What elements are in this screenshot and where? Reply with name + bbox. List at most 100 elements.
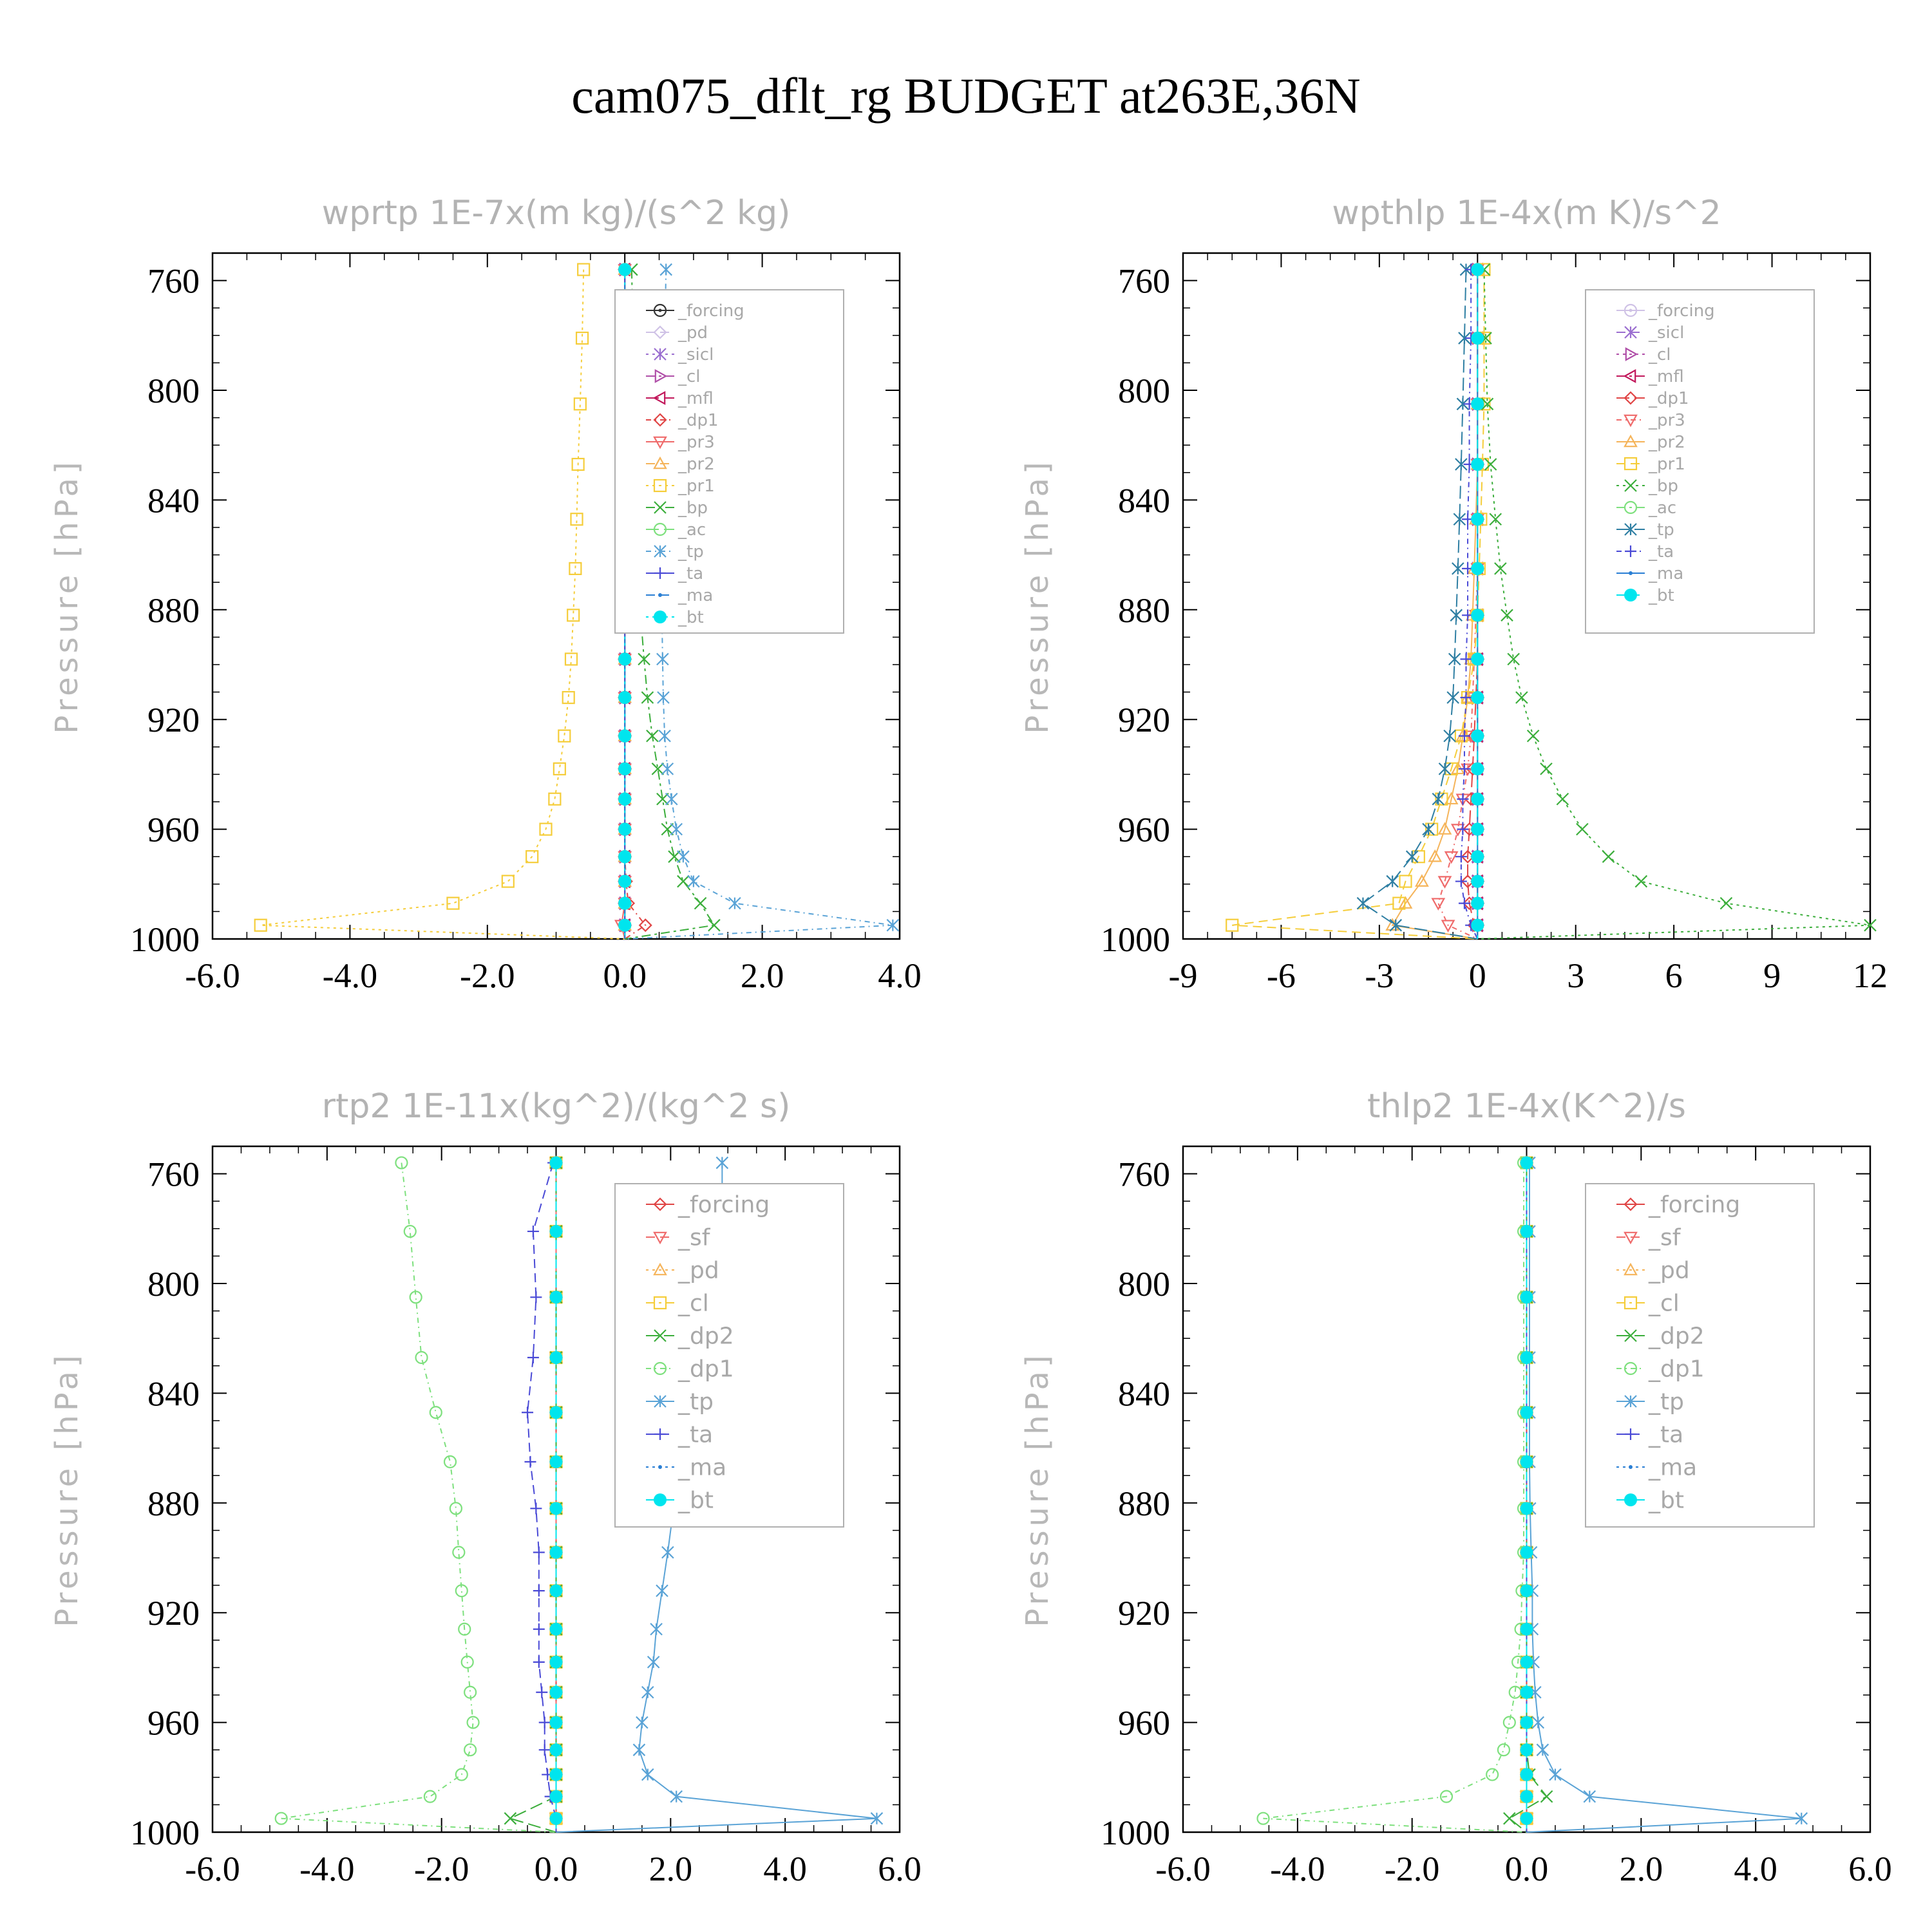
- data-point: [549, 1790, 563, 1803]
- chart-panel-3: rtp2 1E-11x(kg^2)/(kg^2 s) Pressure [hPa]…: [49, 1087, 922, 1888]
- data-point: [274, 1812, 288, 1825]
- x-tick-label: 2.0: [741, 956, 784, 995]
- data-point: [530, 1502, 542, 1515]
- legend-label: _sf: [677, 1225, 711, 1251]
- legend-marker: [1624, 523, 1637, 536]
- legend-marker: [654, 1329, 667, 1342]
- legend-label: _dp1: [1648, 389, 1689, 408]
- series-bt: [1520, 1156, 1533, 1832]
- data-point: [1507, 652, 1520, 666]
- chart-panel-4: thlp2 1E-4x(K^2)/s Pressure [hPa] -6.0 -4.0…: [1019, 1087, 1892, 1888]
- legend-marker: [653, 1296, 667, 1310]
- series-dp2: [1503, 1156, 1553, 1833]
- data-point: [661, 1546, 674, 1559]
- data-point: [1471, 652, 1484, 666]
- y-tick-label: 880: [147, 1484, 200, 1523]
- legend-label: _bp: [1648, 477, 1678, 496]
- data-point: [446, 896, 460, 910]
- legend-label: _dp2: [677, 1323, 734, 1350]
- data-point: [618, 792, 632, 806]
- data-point: [549, 1291, 563, 1304]
- legend-label: _ac: [1648, 498, 1676, 518]
- chart-panel-2: wpthlp 1E-4x(m K)/s^2 Pressure [hPa] -9 -6 -…: [1019, 194, 1888, 995]
- data-point: [687, 875, 700, 888]
- data-point: [466, 1716, 480, 1729]
- data-point: [1471, 263, 1484, 276]
- series-bt: [1471, 263, 1484, 939]
- y-tick-label: 960: [147, 1704, 200, 1743]
- data-point: [886, 918, 900, 932]
- data-point: [549, 1743, 563, 1757]
- data-point: [1437, 876, 1452, 889]
- data-point: [1435, 792, 1448, 806]
- legend-marker: [1624, 589, 1637, 601]
- legend-marker: [653, 413, 667, 427]
- y-tick-label: 760: [147, 262, 200, 301]
- legend-label: _cl: [1648, 345, 1671, 365]
- series-dp1: [1256, 1156, 1531, 1833]
- x-tick-label: -2.0: [1385, 1850, 1439, 1888]
- legend-marker: [1624, 326, 1637, 339]
- series-line: [1232, 269, 1485, 940]
- data-point: [641, 1768, 654, 1781]
- data-point: [1471, 397, 1484, 411]
- data-point: [504, 1812, 517, 1825]
- legend-label: _cl: [677, 1291, 709, 1317]
- legend-label: _forcing: [1648, 301, 1715, 321]
- series-line: [1263, 1162, 1527, 1833]
- data-point: [1486, 1768, 1499, 1781]
- data-point: [549, 1812, 563, 1825]
- data-point: [533, 1546, 545, 1558]
- legend-label: _dp2: [1648, 1323, 1705, 1350]
- y-tick-label: 800: [1118, 372, 1170, 410]
- legend-label: _bt: [677, 1488, 714, 1514]
- legend-marker: [1624, 1262, 1638, 1276]
- legend-label: _sf: [1648, 1225, 1681, 1251]
- data-point: [670, 1790, 683, 1803]
- data-point: [575, 331, 589, 345]
- data-point: [522, 1406, 534, 1419]
- data-point: [1444, 791, 1459, 805]
- legend-marker: [1624, 1197, 1638, 1211]
- legend-label: _bt: [1648, 586, 1674, 605]
- data-point: [1455, 458, 1468, 471]
- data-point: [650, 1622, 663, 1636]
- legend-label: _tp: [677, 1389, 714, 1416]
- data-point: [539, 822, 553, 836]
- data-point: [1471, 762, 1484, 775]
- data-point: [641, 1685, 654, 1699]
- y-axis-label: Pressure [hPa]: [1019, 1351, 1056, 1627]
- data-point: [415, 1350, 428, 1365]
- data-point: [536, 1686, 548, 1698]
- series-pr3: [1431, 264, 1485, 940]
- data-point: [1457, 823, 1469, 835]
- data-point: [1456, 397, 1470, 411]
- data-point: [677, 875, 690, 888]
- panel-title: thlp2 1E-4x(K^2)/s: [1367, 1087, 1686, 1126]
- legend-marker: [1624, 1395, 1637, 1408]
- y-tick-label: 880: [1118, 591, 1170, 630]
- data-point: [573, 397, 587, 411]
- data-point: [526, 850, 539, 864]
- data-point: [1576, 822, 1589, 836]
- legend-label: _pd: [677, 323, 708, 343]
- legend-marker: [654, 1493, 667, 1506]
- data-point: [870, 1812, 884, 1825]
- x-tick-label: -9: [1169, 956, 1198, 995]
- data-point: [1392, 896, 1406, 910]
- data-point: [1864, 918, 1877, 932]
- x-tick-label: 6: [1665, 956, 1683, 995]
- data-point: [677, 850, 690, 863]
- legend-label: _cl: [1648, 1291, 1680, 1317]
- y-tick-label: 840: [147, 1374, 200, 1413]
- data-point: [656, 792, 669, 806]
- data-point: [1446, 691, 1459, 704]
- data-point: [1356, 896, 1370, 910]
- x-tick-label: 2.0: [649, 1850, 693, 1888]
- data-point: [549, 1455, 563, 1468]
- legend-label: _ta: [1648, 1422, 1683, 1448]
- legend-marker: [653, 303, 667, 317]
- data-point: [1520, 1156, 1533, 1170]
- y-tick-label: 1000: [130, 1814, 200, 1852]
- data-point: [1502, 1716, 1516, 1729]
